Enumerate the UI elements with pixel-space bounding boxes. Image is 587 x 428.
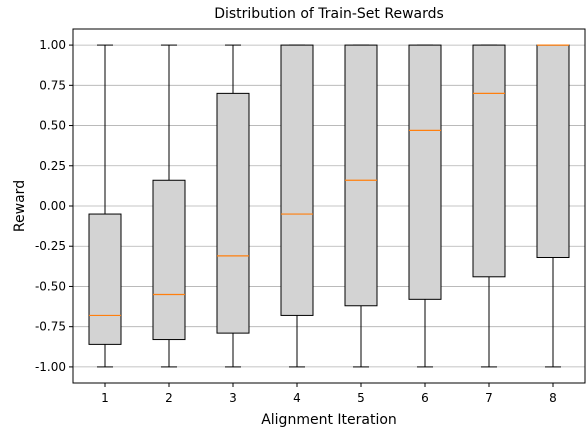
box-7 xyxy=(472,44,506,368)
y-tick-label: 0.00 xyxy=(39,199,66,213)
box-8 xyxy=(536,44,570,368)
x-tick-label: 5 xyxy=(357,391,365,405)
y-tick-label: 0.50 xyxy=(39,119,66,133)
y-tick-label: -0.50 xyxy=(35,279,66,293)
box-6 xyxy=(408,44,442,368)
y-axis: 1.00 0.75 0.50 0.25 0.00 -0.25 -0.50 -0.75 -1.00 xyxy=(35,38,73,374)
x-axis-label: Alignment Iteration xyxy=(261,412,397,428)
x-tick-label: 7 xyxy=(485,391,493,405)
box-5 xyxy=(344,44,378,368)
iqr-box xyxy=(408,44,442,300)
y-tick-label: 1.00 xyxy=(39,38,66,52)
box-4 xyxy=(280,44,314,368)
iqr-box xyxy=(344,44,378,307)
y-tick-label: 0.25 xyxy=(39,159,66,173)
x-tick-label: 2 xyxy=(165,391,173,405)
box-group xyxy=(88,44,570,368)
x-axis: 1 2 3 4 5 6 7 8 xyxy=(101,383,557,405)
iqr-box xyxy=(88,213,122,345)
y-axis-label: Reward xyxy=(12,180,28,232)
x-tick-label: 8 xyxy=(549,391,557,405)
iqr-box xyxy=(280,44,314,316)
iqr-box xyxy=(216,92,250,334)
x-tick-label: 3 xyxy=(229,391,237,405)
chart-title: Distribution of Train-Set Rewards xyxy=(214,6,444,22)
iqr-box xyxy=(152,179,186,341)
box-2 xyxy=(152,44,186,368)
grid-lines xyxy=(73,44,585,368)
iqr-box xyxy=(536,44,570,258)
y-tick-label: -1.00 xyxy=(35,360,66,374)
y-tick-label: 0.75 xyxy=(39,78,66,92)
x-tick-label: 4 xyxy=(293,391,301,405)
box-1 xyxy=(88,44,122,368)
y-tick-label: -0.25 xyxy=(35,239,66,253)
x-tick-label: 6 xyxy=(421,391,429,405)
iqr-box xyxy=(472,44,506,278)
x-tick-label: 1 xyxy=(101,391,109,405)
box-3 xyxy=(216,44,250,368)
y-tick-label: -0.75 xyxy=(35,320,66,334)
